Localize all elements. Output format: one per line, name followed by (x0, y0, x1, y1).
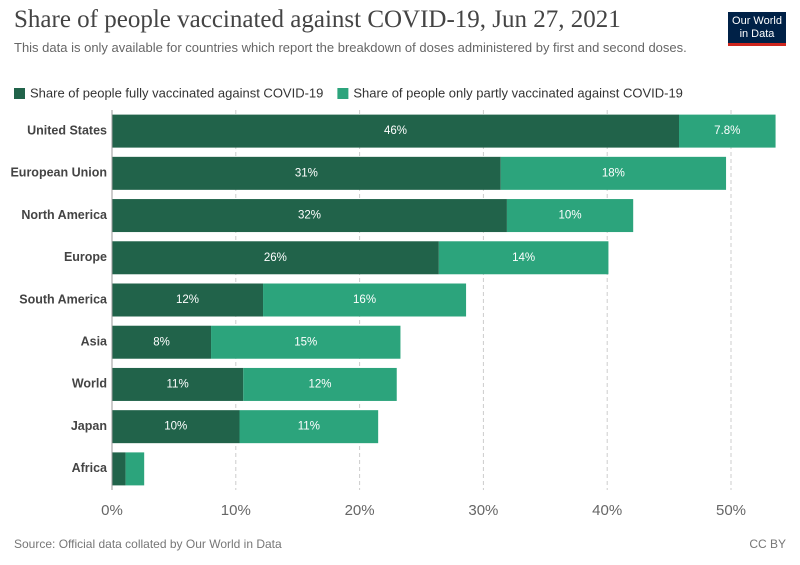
value-label: 31% (295, 167, 318, 179)
value-label: 8% (153, 336, 170, 348)
legend-label: Share of people fully vaccinated against… (30, 85, 323, 100)
value-label: 14% (512, 252, 535, 264)
y-tick-label: European Union (10, 166, 107, 180)
bar-segment (112, 283, 264, 317)
x-tick-label: 20% (345, 502, 375, 519)
y-tick-label: North America (21, 208, 108, 222)
bar-segment (112, 114, 680, 148)
x-tick-label: 40% (592, 502, 622, 519)
bar-segment (211, 325, 401, 359)
chart-title: Share of people vaccinated against COVID… (14, 6, 621, 33)
bar-segment (112, 241, 439, 275)
bar-segment (438, 241, 609, 275)
value-label: 11% (167, 378, 189, 390)
y-tick-label: Japan (71, 419, 107, 433)
source-note: Source: Official data collated by Our Wo… (14, 537, 282, 551)
x-tick-label: 10% (221, 502, 251, 519)
bar-segment (112, 367, 244, 401)
y-tick-label: Asia (81, 335, 108, 349)
bar-segment (112, 452, 126, 486)
bar-segment (679, 114, 776, 148)
bar-segment (112, 325, 212, 359)
legend-label: Share of people only partly vaccinated a… (353, 85, 683, 100)
logo[interactable]: Our World in Data (728, 12, 786, 46)
y-tick-label: World (72, 377, 107, 391)
value-label: 46% (384, 125, 407, 137)
y-tick-label: Africa (72, 461, 108, 475)
y-tick-label: United States (27, 123, 107, 137)
x-tick-label: 50% (716, 502, 746, 519)
bar-segment (500, 156, 727, 190)
bar-segment (506, 199, 634, 233)
license: CC BY (749, 537, 786, 551)
value-label: 11% (298, 421, 320, 433)
value-label: 16% (353, 294, 376, 306)
logo-text: Our World (732, 15, 782, 27)
value-label: 10% (164, 421, 187, 433)
bar-segment (125, 452, 145, 486)
value-label: 7.8% (714, 125, 740, 137)
bar-segment (112, 199, 507, 233)
value-label: 32% (298, 210, 321, 222)
value-label: 12% (308, 378, 331, 390)
bar-segment (112, 410, 240, 444)
legend-swatch (14, 88, 25, 99)
value-label: 26% (264, 252, 287, 264)
bar-segment (239, 410, 379, 444)
legend-swatch (337, 88, 349, 99)
value-label: 18% (602, 167, 625, 179)
chart-subtitle: This data is only available for countrie… (14, 40, 687, 55)
logo-text: in Data (739, 28, 775, 40)
x-tick-label: 30% (468, 502, 498, 519)
value-label: 12% (176, 294, 199, 306)
bar-segment (263, 283, 467, 317)
y-tick-label: Europe (64, 250, 107, 264)
bar-segment (112, 156, 501, 190)
y-tick-label: South America (19, 292, 108, 306)
x-tick-label: 0% (101, 502, 123, 519)
bar-segment (243, 367, 397, 401)
value-label: 10% (559, 210, 582, 222)
value-label: 15% (294, 336, 317, 348)
